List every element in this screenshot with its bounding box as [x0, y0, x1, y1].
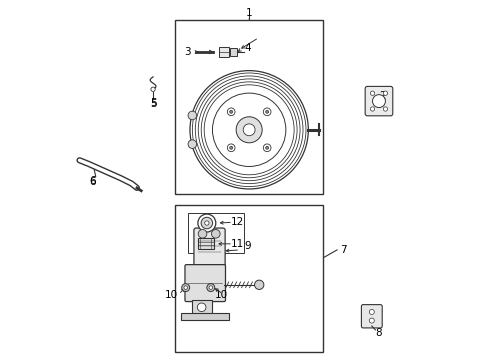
Circle shape [183, 286, 187, 289]
Circle shape [198, 229, 206, 238]
Circle shape [211, 229, 220, 238]
Circle shape [227, 144, 235, 152]
Circle shape [197, 303, 205, 312]
Text: 4: 4 [244, 43, 251, 53]
Circle shape [212, 93, 285, 166]
Circle shape [368, 310, 373, 315]
Circle shape [229, 110, 232, 113]
Bar [181, 314, 229, 320]
Text: 12: 12 [230, 217, 244, 227]
Circle shape [201, 217, 212, 229]
Text: 5: 5 [149, 99, 156, 109]
Circle shape [204, 221, 208, 225]
Circle shape [265, 110, 268, 113]
Text: 5: 5 [149, 98, 156, 108]
Bar [174, 21, 323, 194]
Circle shape [188, 111, 196, 120]
Text: 6: 6 [89, 177, 95, 187]
Circle shape [368, 318, 373, 323]
Circle shape [182, 284, 189, 292]
Bar [174, 205, 323, 352]
Circle shape [151, 87, 155, 91]
Bar [230, 48, 237, 55]
Bar [188, 213, 244, 253]
Text: 10: 10 [214, 291, 227, 301]
Circle shape [263, 144, 270, 152]
Text: 2: 2 [379, 91, 386, 101]
Bar [191, 300, 211, 315]
Circle shape [243, 124, 255, 136]
Text: 9: 9 [244, 241, 251, 251]
Text: 3: 3 [183, 47, 190, 57]
Text: 7: 7 [340, 245, 346, 255]
Circle shape [383, 91, 387, 95]
Circle shape [236, 117, 262, 143]
Text: 10: 10 [164, 291, 178, 301]
Circle shape [254, 280, 264, 289]
Text: 8: 8 [375, 328, 382, 338]
FancyBboxPatch shape [365, 86, 392, 116]
FancyBboxPatch shape [361, 305, 382, 328]
Circle shape [208, 286, 212, 289]
Circle shape [190, 71, 308, 189]
Circle shape [227, 108, 235, 116]
Circle shape [383, 107, 387, 111]
Circle shape [369, 107, 374, 111]
Bar [197, 238, 214, 249]
Circle shape [369, 91, 374, 95]
Bar [218, 47, 228, 57]
Text: 6: 6 [89, 176, 95, 186]
Circle shape [198, 214, 215, 232]
Text: 1: 1 [245, 8, 252, 18]
FancyBboxPatch shape [184, 265, 225, 302]
Circle shape [206, 284, 214, 292]
Circle shape [188, 140, 196, 148]
Text: 11: 11 [230, 239, 244, 249]
Circle shape [263, 108, 270, 116]
FancyBboxPatch shape [194, 228, 224, 268]
Circle shape [229, 146, 232, 149]
Circle shape [372, 95, 385, 108]
Circle shape [265, 146, 268, 149]
